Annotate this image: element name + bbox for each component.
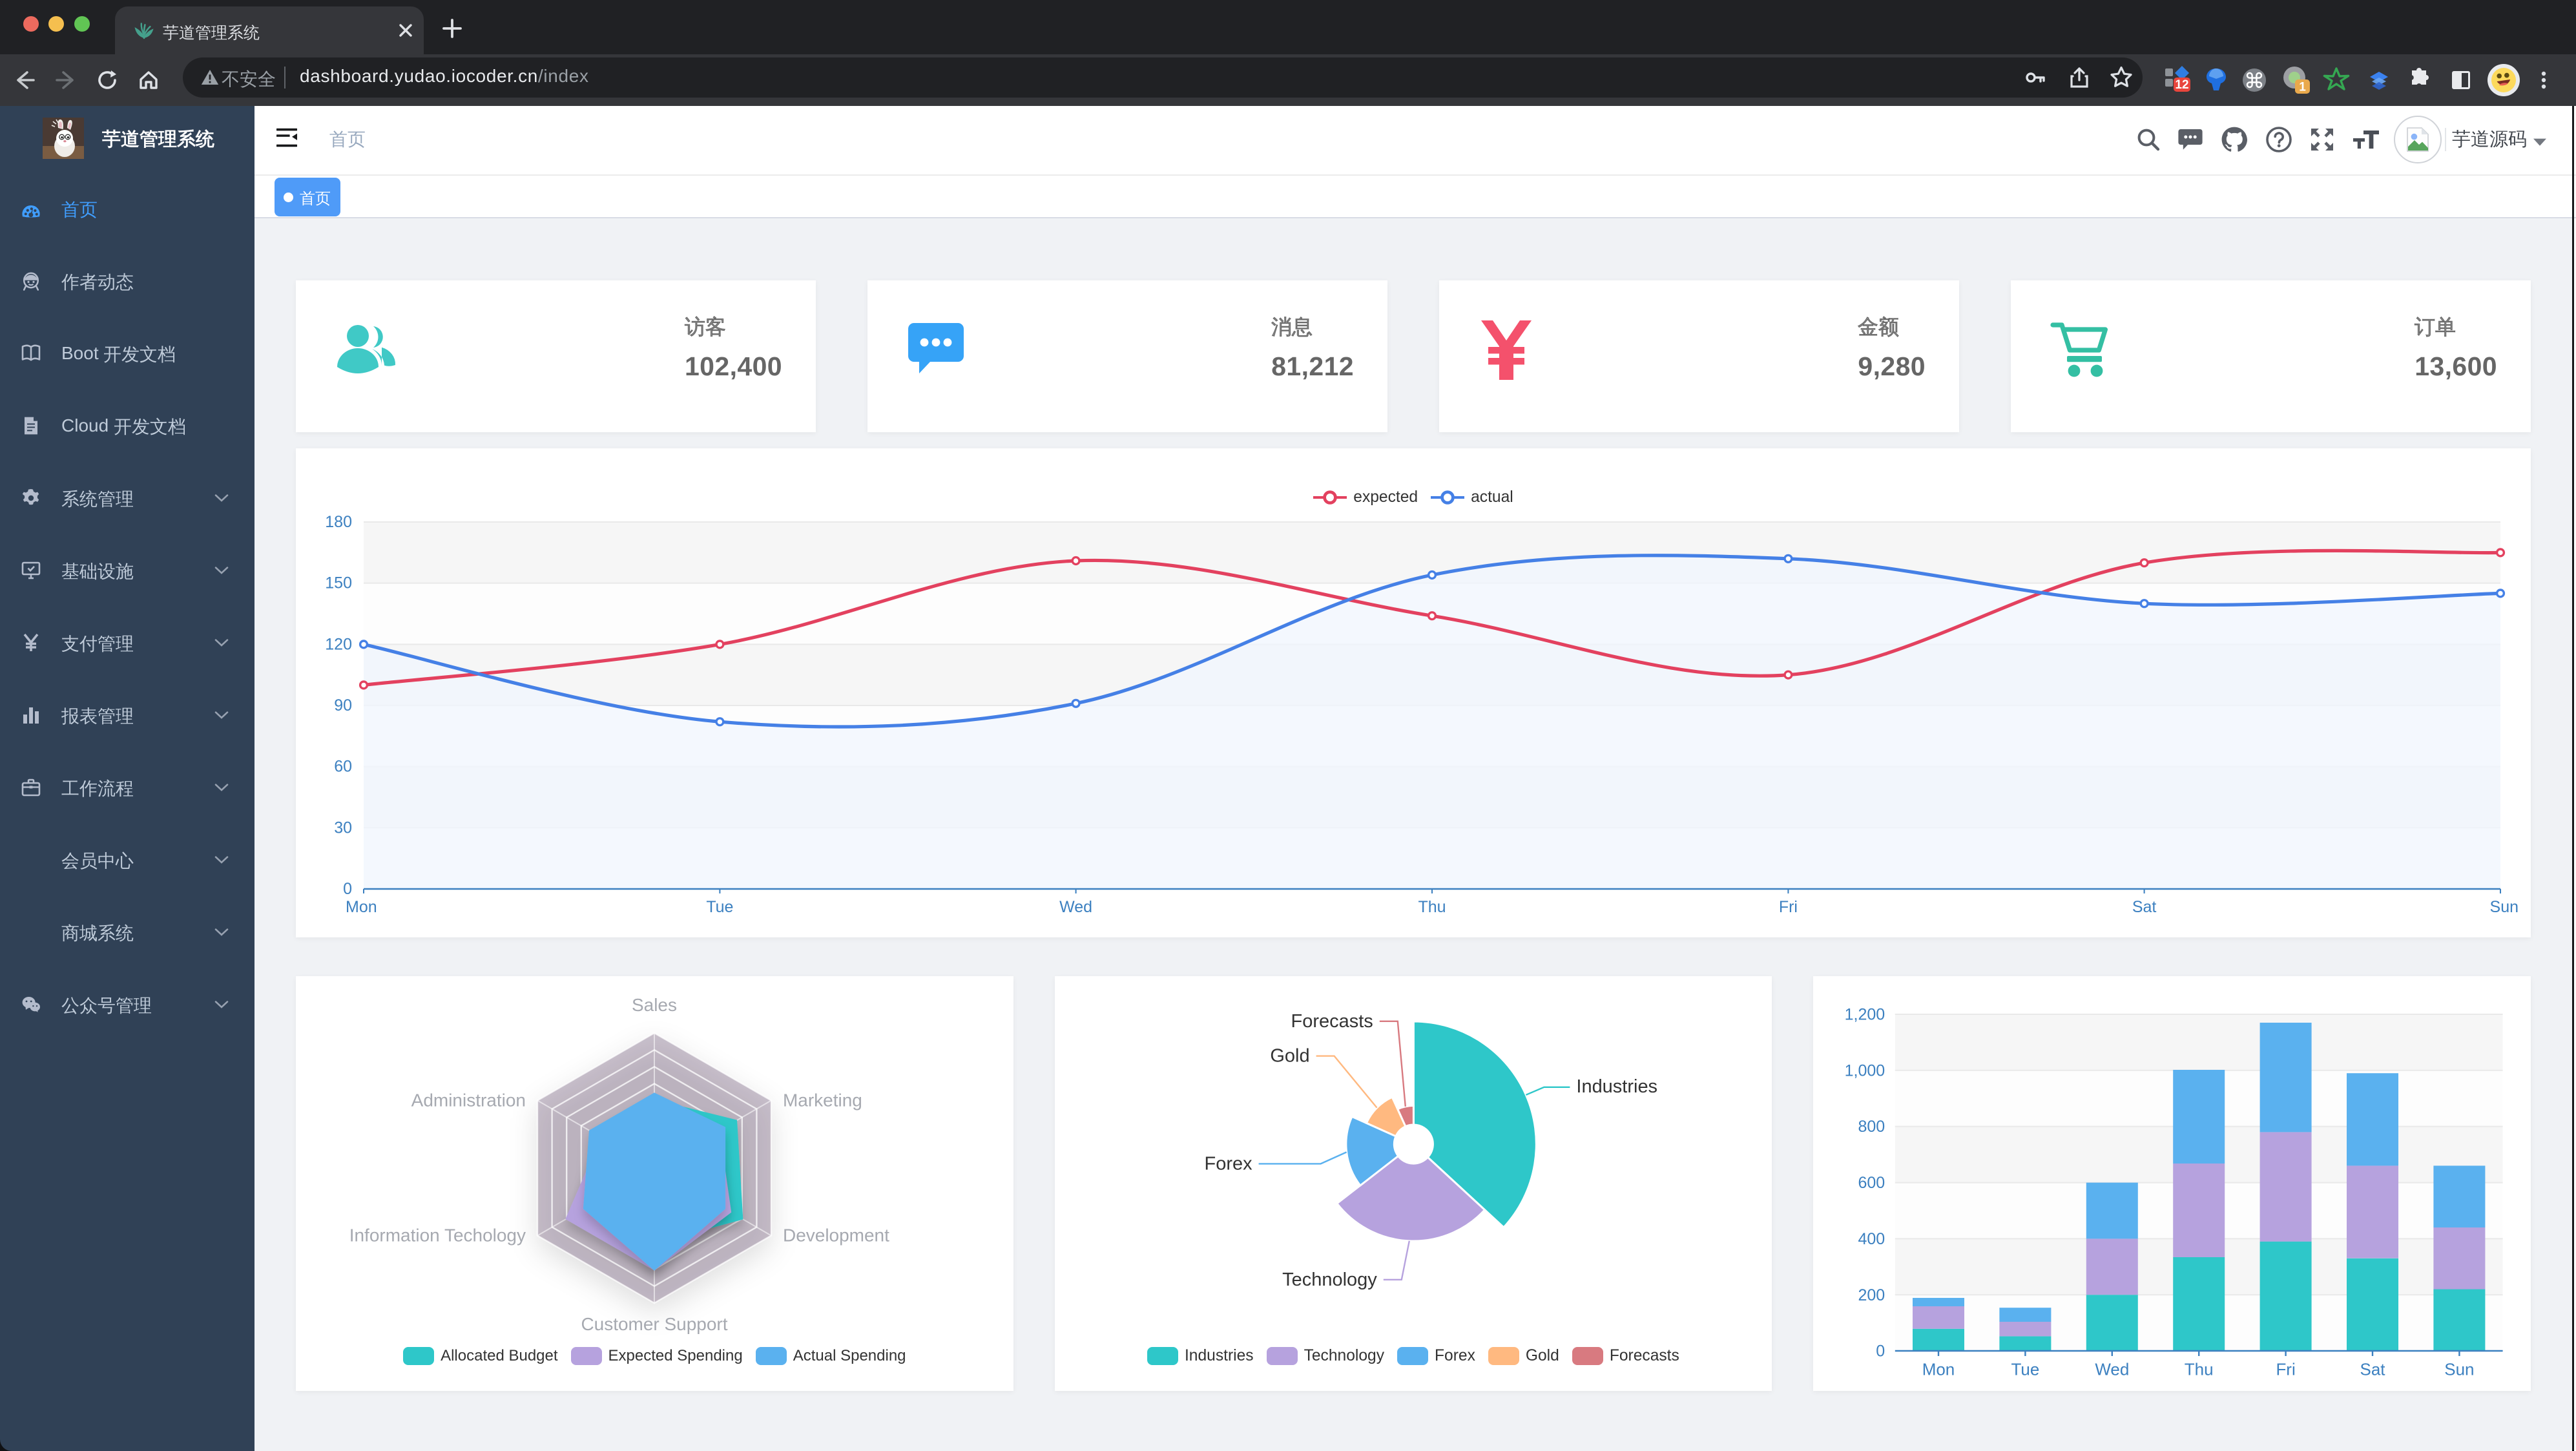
svg-text:Development: Development — [783, 1225, 889, 1245]
svg-text:Thu: Thu — [1418, 898, 1446, 916]
svg-text:120: 120 — [325, 635, 352, 653]
svg-text:150: 150 — [325, 574, 352, 592]
svg-text:Tue: Tue — [2011, 1359, 2040, 1379]
svg-text:60: 60 — [334, 758, 352, 776]
svg-text:Forex: Forex — [1204, 1153, 1252, 1174]
svg-text:Sat: Sat — [2360, 1359, 2386, 1379]
svg-text:Mon: Mon — [346, 898, 377, 916]
svg-text:Technology: Technology — [1282, 1269, 1377, 1290]
svg-text:30: 30 — [334, 819, 352, 837]
svg-text:Information Techology: Information Techology — [349, 1225, 526, 1245]
svg-text:0: 0 — [343, 880, 352, 898]
svg-text:Forecasts: Forecasts — [1291, 1011, 1373, 1032]
svg-text:Tue: Tue — [706, 898, 733, 916]
svg-text:Customer Support: Customer Support — [581, 1314, 727, 1334]
svg-text:Fri: Fri — [2276, 1359, 2296, 1379]
svg-text:Sales: Sales — [632, 995, 677, 1015]
svg-text:12: 12 — [2175, 78, 2188, 92]
svg-text:90: 90 — [334, 696, 352, 715]
svg-text:Administration: Administration — [411, 1091, 526, 1111]
svg-text:1: 1 — [2299, 81, 2306, 94]
svg-text:600: 600 — [1858, 1174, 1885, 1192]
svg-text:Wed: Wed — [2095, 1359, 2130, 1379]
svg-text:180: 180 — [325, 513, 352, 531]
svg-text:Sun: Sun — [2445, 1359, 2475, 1379]
svg-text:Fri: Fri — [1779, 898, 1798, 916]
svg-text:Industries: Industries — [1576, 1076, 1657, 1097]
svg-text:0: 0 — [1876, 1342, 1885, 1361]
svg-text:800: 800 — [1858, 1118, 1885, 1136]
svg-text:Gold: Gold — [1270, 1046, 1309, 1067]
svg-text:Wed: Wed — [1059, 898, 1092, 916]
svg-text:200: 200 — [1858, 1286, 1885, 1304]
svg-text:1,200: 1,200 — [1845, 1006, 1885, 1024]
svg-text:Sun: Sun — [2490, 898, 2519, 916]
svg-text:Thu: Thu — [2185, 1359, 2214, 1379]
svg-text:Mon: Mon — [1922, 1359, 1955, 1379]
svg-text:Sat: Sat — [2132, 898, 2157, 916]
svg-text:400: 400 — [1858, 1230, 1885, 1248]
svg-text:1,000: 1,000 — [1845, 1061, 1885, 1080]
svg-text:Marketing: Marketing — [783, 1091, 862, 1111]
